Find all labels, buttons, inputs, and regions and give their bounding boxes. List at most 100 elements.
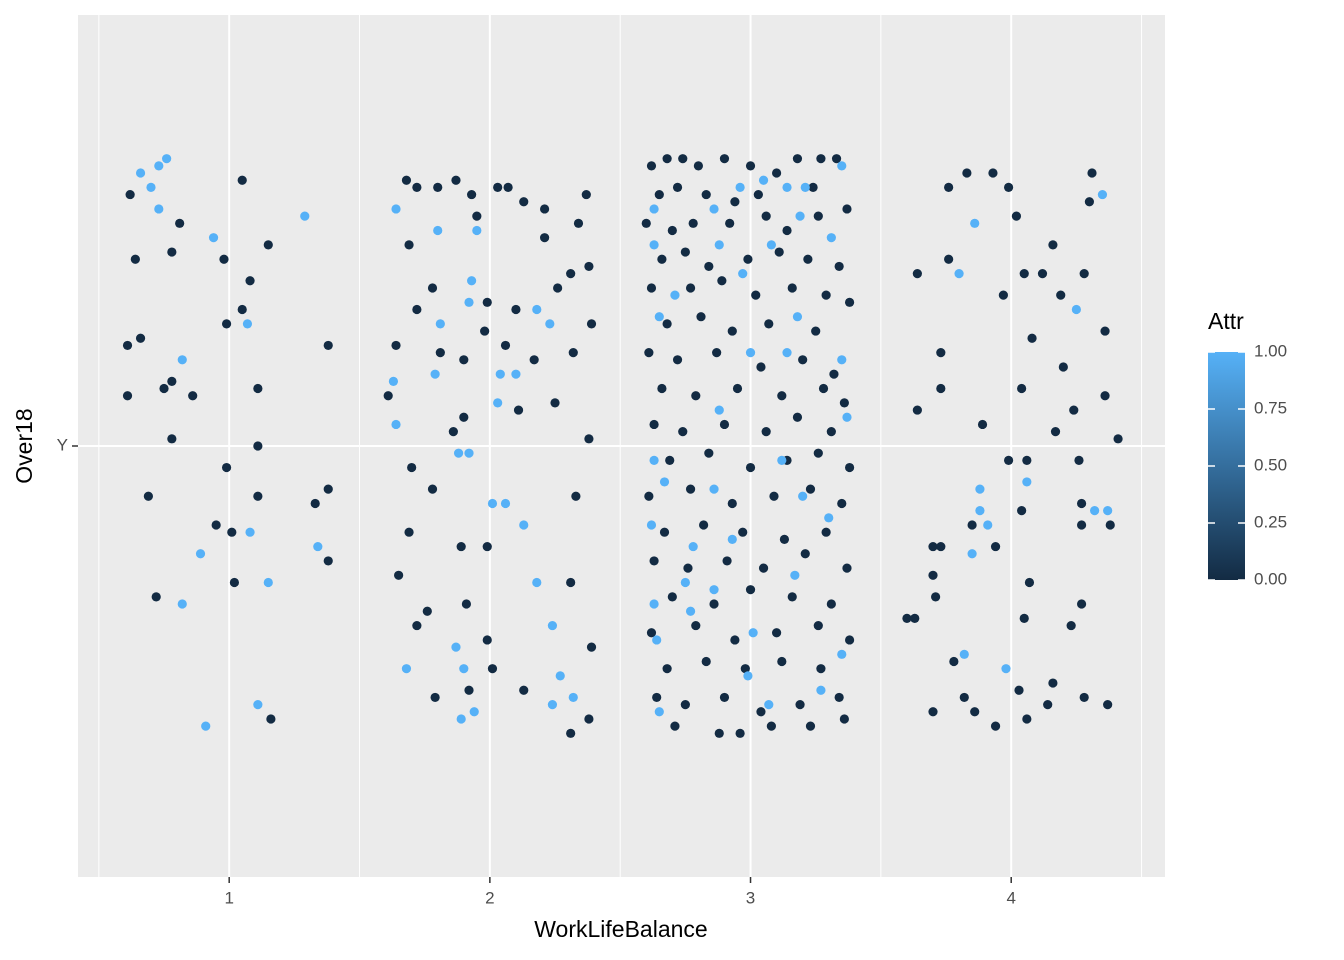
point [683, 563, 693, 573]
point [227, 527, 237, 537]
point [792, 412, 803, 422]
point [743, 254, 753, 264]
point [208, 233, 219, 243]
point [649, 419, 659, 430]
point [644, 348, 654, 358]
point [990, 541, 1001, 552]
point [467, 276, 477, 286]
point [826, 599, 836, 609]
point [688, 541, 698, 552]
point [229, 577, 240, 588]
point [988, 168, 998, 178]
point [813, 448, 823, 458]
point [430, 692, 440, 703]
point [433, 225, 443, 236]
point [211, 520, 221, 530]
point [816, 154, 826, 164]
point [253, 383, 263, 394]
point [764, 700, 774, 710]
point [805, 721, 816, 731]
point [766, 240, 776, 250]
point [1090, 506, 1100, 516]
point [266, 714, 276, 724]
point [253, 491, 263, 501]
point [1103, 700, 1113, 710]
point [568, 348, 578, 358]
point [657, 254, 667, 264]
point [928, 570, 938, 580]
colorbar-tick-label: 0.75 [1254, 398, 1287, 417]
point [831, 154, 842, 164]
point [829, 369, 839, 379]
point [798, 355, 808, 365]
point [649, 204, 659, 214]
point [745, 348, 756, 358]
point [777, 455, 787, 465]
point [394, 570, 404, 580]
point [748, 628, 758, 638]
point [659, 527, 670, 537]
point [154, 204, 164, 214]
point [821, 527, 831, 537]
point [912, 269, 922, 279]
point [649, 240, 659, 250]
point [313, 541, 323, 552]
point [1097, 189, 1108, 200]
point [1069, 405, 1079, 415]
point [323, 340, 333, 351]
point [709, 204, 719, 214]
point [219, 254, 229, 264]
point [751, 290, 761, 300]
point [412, 304, 422, 315]
point [493, 398, 503, 408]
point [727, 534, 737, 544]
point [701, 656, 711, 667]
point [837, 649, 847, 659]
point [795, 211, 805, 221]
point [1066, 620, 1076, 631]
point [970, 218, 980, 228]
point [1105, 520, 1115, 530]
point [459, 412, 469, 422]
point [188, 391, 198, 401]
point [730, 635, 740, 645]
point [480, 326, 490, 336]
point [151, 592, 161, 602]
y-axis-title: Over18 [11, 408, 37, 483]
point [300, 211, 310, 221]
point [464, 297, 474, 307]
point [685, 606, 696, 616]
point [779, 534, 790, 544]
point [586, 319, 597, 329]
point [401, 175, 412, 185]
point [1037, 269, 1048, 279]
point [513, 405, 524, 415]
point [732, 383, 743, 394]
point [990, 721, 1001, 731]
point [584, 261, 594, 272]
point [323, 556, 333, 566]
point [928, 541, 938, 552]
point [435, 348, 445, 358]
point [162, 154, 172, 164]
point [511, 304, 521, 315]
point [936, 348, 946, 358]
point [253, 441, 263, 451]
colorbar-tick-label: 0.25 [1254, 512, 1287, 531]
point [761, 211, 771, 221]
point [667, 225, 677, 236]
point [727, 498, 737, 509]
point [685, 484, 696, 494]
point [756, 707, 766, 717]
point [1011, 211, 1022, 221]
point [811, 326, 821, 336]
point [691, 620, 701, 631]
point [813, 620, 823, 631]
point [464, 685, 474, 695]
point [641, 218, 651, 228]
point [652, 635, 662, 645]
point [795, 700, 805, 710]
point [844, 297, 855, 307]
point [670, 721, 680, 731]
